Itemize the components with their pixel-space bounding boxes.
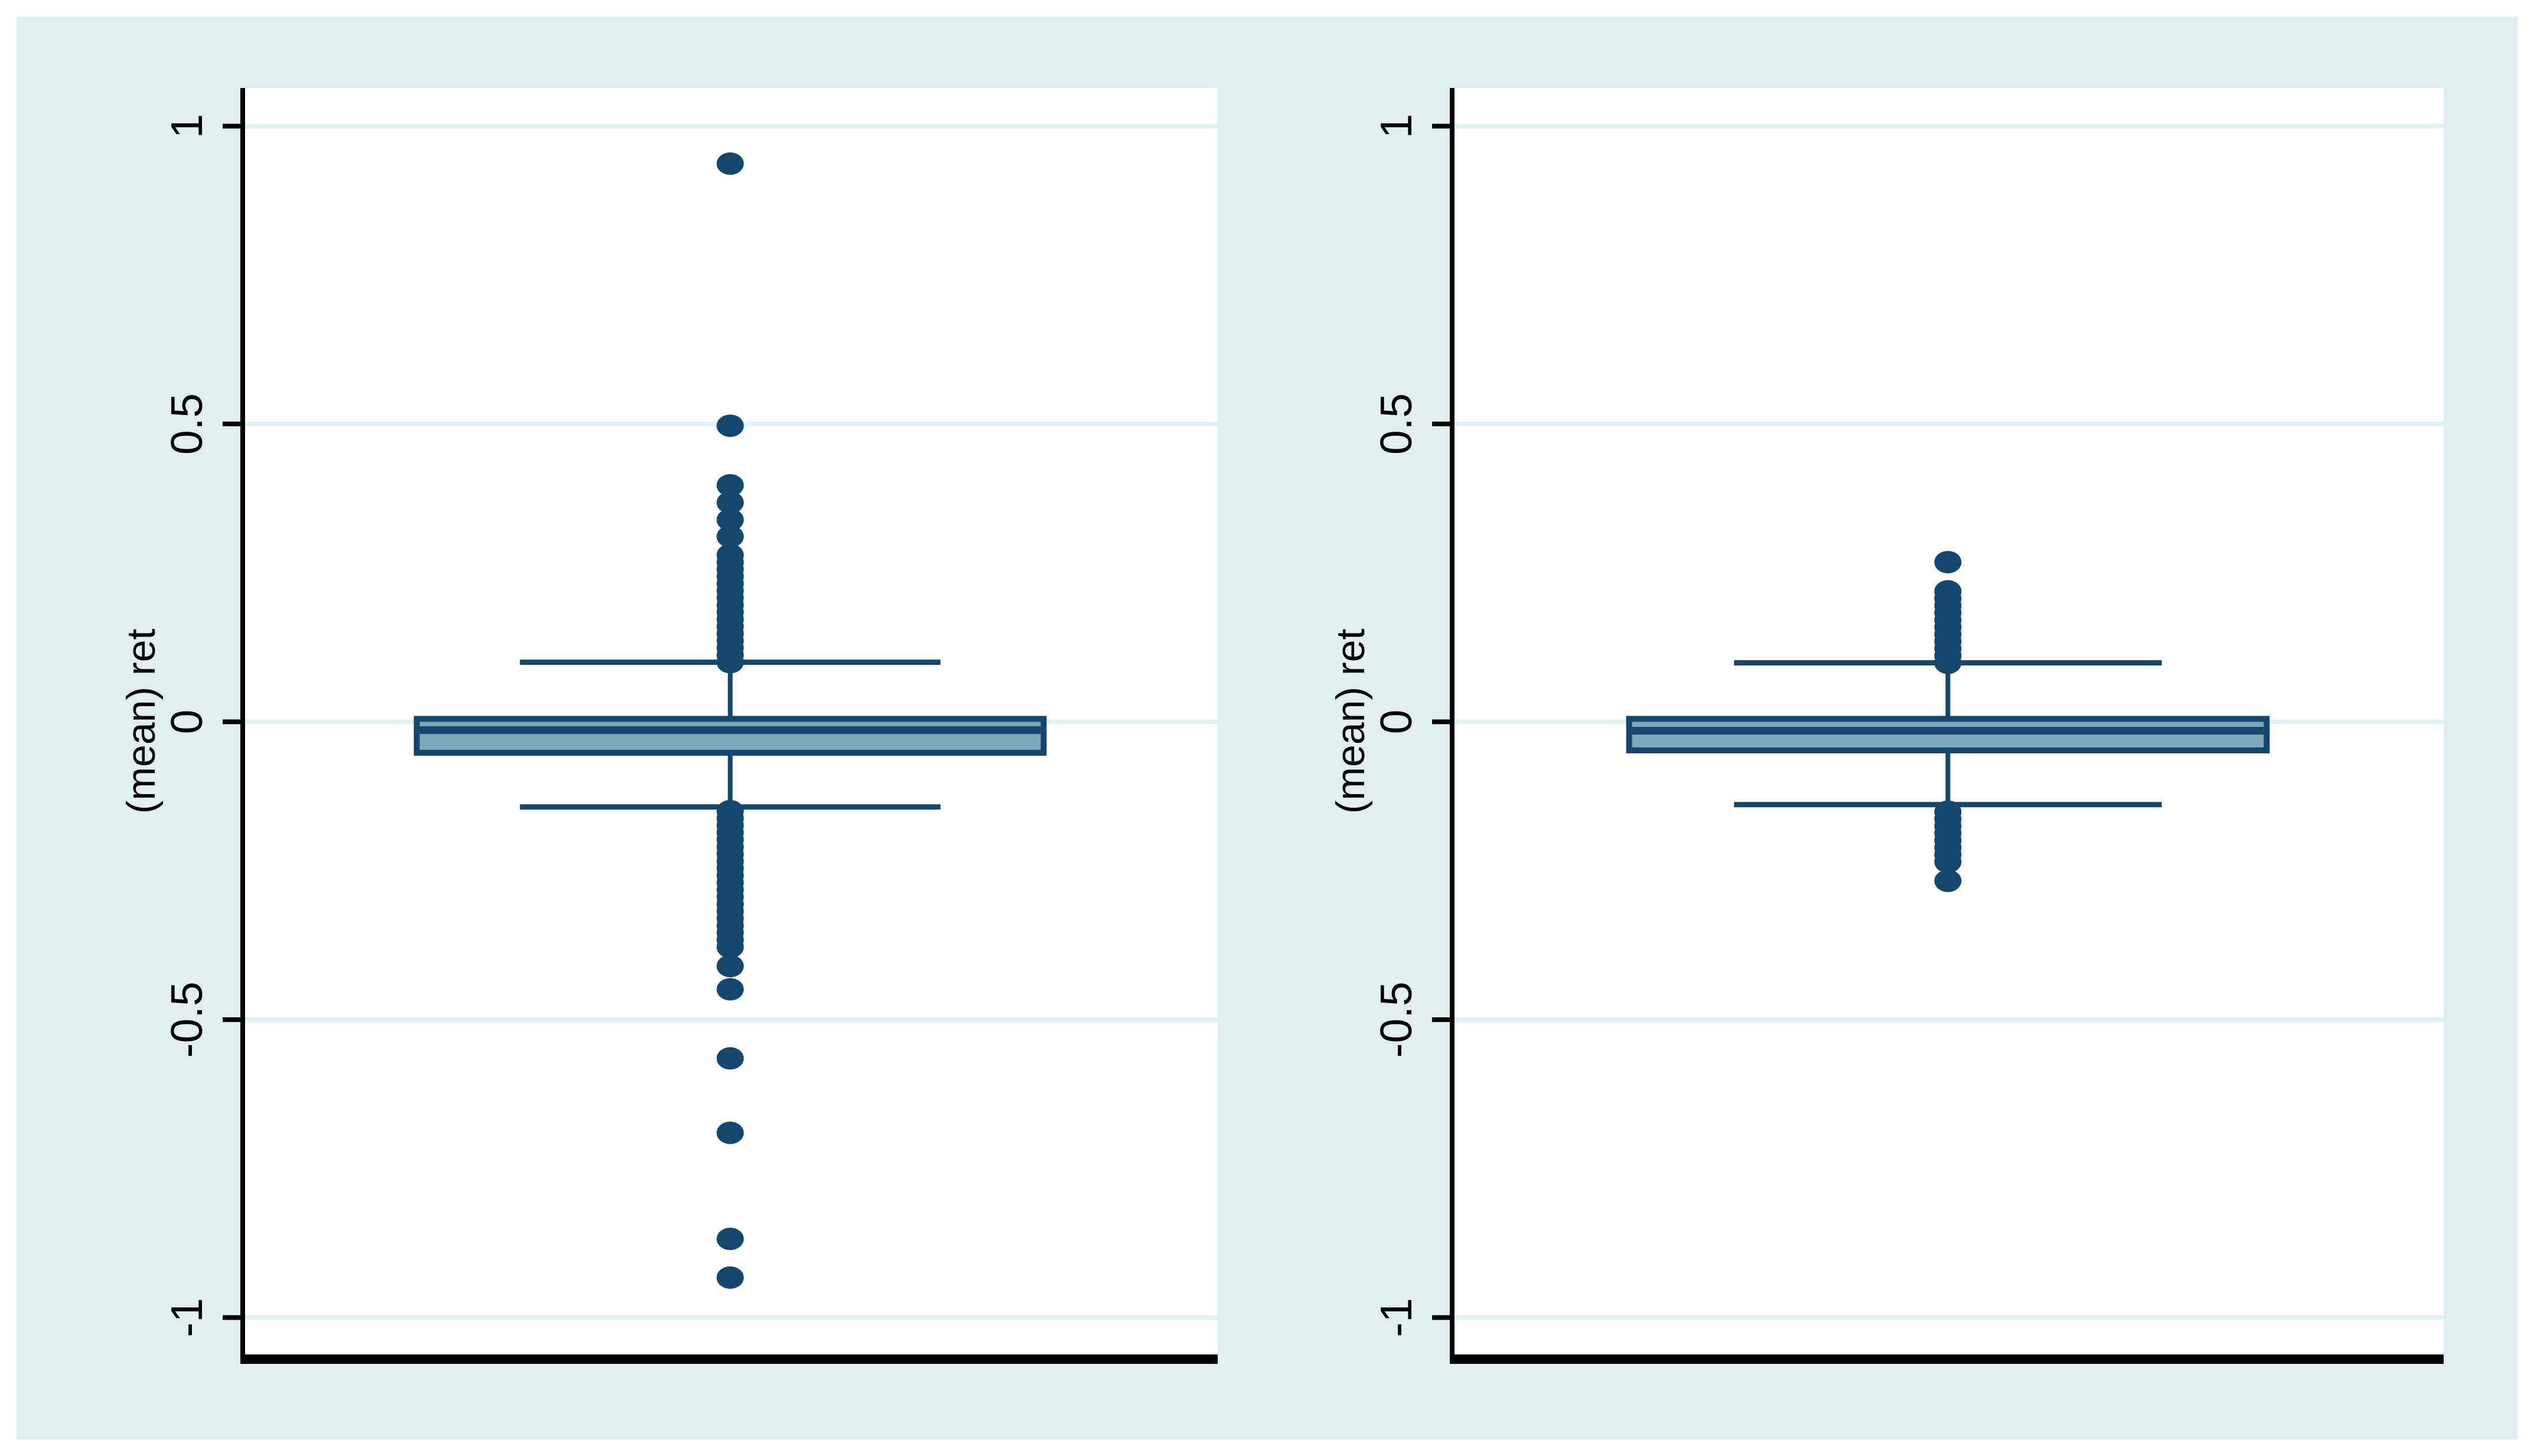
y-gridline [1452, 1315, 2444, 1320]
y-tick-label: -1 [162, 1298, 211, 1337]
y-tick-label: -0.5 [162, 981, 211, 1057]
outlier-dot [1934, 551, 1962, 574]
outlier-dot [716, 508, 744, 531]
y-tick-label: 0 [1371, 710, 1421, 734]
y-gridline [1452, 1017, 2444, 1022]
y-tick-label: -0.5 [1371, 981, 1421, 1057]
outlier-dot [716, 491, 744, 514]
y-tick-label: 0 [162, 710, 211, 734]
y-gridline [243, 123, 1218, 129]
outlier-dot [716, 1121, 744, 1144]
outlier-dot [716, 799, 744, 822]
y-tick-label: 1 [1371, 114, 1421, 139]
outlier-dot [716, 474, 744, 497]
outlier-dot [716, 978, 744, 1001]
outlier-dot [716, 414, 744, 438]
outlier-dot [1934, 869, 1962, 892]
y-gridline [1452, 422, 2444, 427]
outlier-dot [716, 525, 744, 548]
y-tick-label: 0.5 [1371, 393, 1421, 455]
y-axis-title: (mean) ret [119, 629, 164, 814]
outlier-dot [716, 544, 744, 567]
iqr-box [1626, 716, 2270, 753]
iqr-box [413, 716, 1047, 756]
box-panel-left: 1 0.5 0 -0.5 -1 (mean) ret [119, 88, 1218, 1364]
outlier-dot [716, 1047, 744, 1070]
outlier-dot [716, 1228, 744, 1251]
outlier-dot [1934, 800, 1962, 823]
outlier-dot [716, 1266, 744, 1289]
y-tick-label: 0.5 [162, 393, 211, 455]
y-gridline [1452, 123, 2444, 129]
y-tick-label: -1 [1371, 1298, 1421, 1337]
y-gridline [243, 1017, 1218, 1022]
y-gridline [243, 1315, 1218, 1320]
outlier-dot [716, 152, 744, 175]
y-axis-title: (mean) ret [1328, 629, 1373, 814]
outlier-dot [716, 955, 744, 978]
outlier-dot [1934, 580, 1962, 603]
y-tick-label: 1 [162, 114, 211, 139]
box-panel-right: 1 0.5 0 -0.5 -1 (mean) ret [1328, 88, 2444, 1364]
